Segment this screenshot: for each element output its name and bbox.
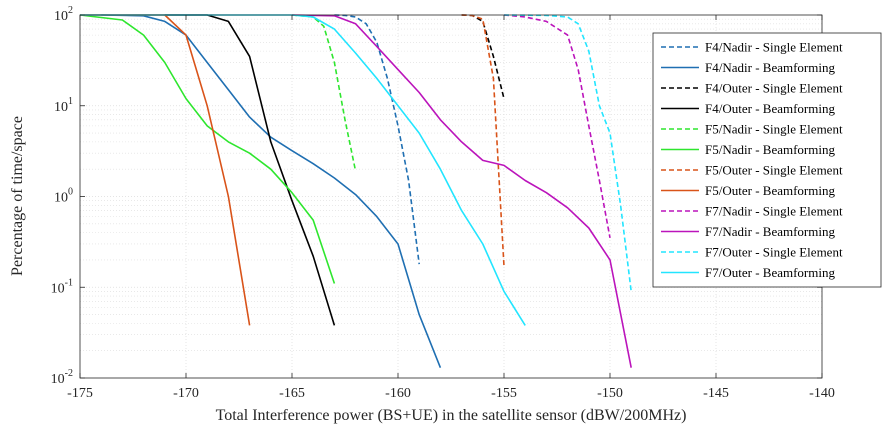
x-tick-label: -175	[67, 386, 93, 401]
legend-label: F7/Outer - Single Element	[705, 245, 843, 260]
legend-label: F4/Nadir - Beamforming	[705, 60, 835, 75]
series-line-2	[101, 14, 442, 368]
x-tick-label: -170	[173, 386, 199, 401]
series-line-1	[334, 14, 420, 265]
x-tick-label: -140	[809, 386, 835, 401]
x-tick-label: -155	[491, 386, 517, 401]
y-tick-label: 101	[54, 96, 73, 115]
legend: F4/Nadir - Single Element F4/Nadir - Beam…	[652, 32, 882, 288]
y-axis-label: Percentage of time/space	[9, 116, 26, 276]
series-line-6	[79, 14, 336, 284]
ticks: -175 -170 -165 -160 -155 -150 -145 -140 10-2 10-1…	[51, 5, 835, 401]
series-line-12	[80, 14, 526, 326]
x-tick-label: -160	[385, 386, 411, 401]
legend-label: F4/Outer - Beamforming	[705, 101, 835, 116]
x-tick-label: -165	[279, 386, 305, 401]
legend-box	[652, 32, 882, 288]
x-axis-label: Total Interference power (BS+UE) in the …	[216, 407, 687, 424]
legend-label: F4/Outer - Single Element	[705, 81, 843, 96]
legend-label: F5/Outer - Beamforming	[705, 183, 835, 198]
legend-label: F7/Outer - Beamforming	[705, 265, 835, 280]
y-tick-label: 100	[54, 187, 73, 206]
legend-label: F5/Nadir - Single Element	[705, 122, 843, 137]
y-tick-label: 10-1	[51, 277, 73, 296]
series-line-10	[291, 14, 632, 368]
series-line-7	[461, 14, 505, 267]
legend-label: F4/Nadir - Single Element	[705, 40, 843, 55]
x-tick-label: -150	[597, 386, 623, 401]
legend-label: F5/Nadir - Beamforming	[705, 142, 835, 157]
x-tick-label: -145	[703, 386, 729, 401]
legend-label: F5/Outer - Single Element	[705, 163, 843, 178]
y-tick-label: 10-2	[51, 368, 73, 387]
series-line-3	[461, 14, 505, 99]
series-line-9	[503, 14, 611, 239]
legend-label: F7/Nadir - Beamforming	[705, 224, 835, 239]
legend-label: F7/Nadir - Single Element	[705, 204, 843, 219]
y-tick-label: 102	[54, 5, 73, 24]
series-line-11	[503, 14, 632, 292]
